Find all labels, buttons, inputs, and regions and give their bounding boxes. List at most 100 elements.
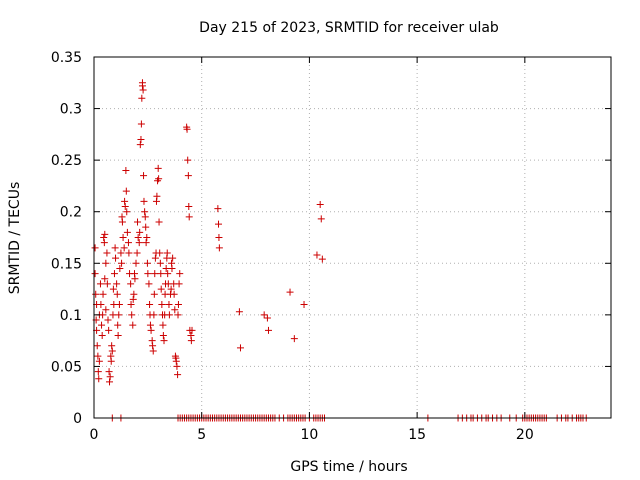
data-point [103,249,111,257]
data-point [114,321,122,329]
data-point [112,254,120,262]
data-point [158,301,166,309]
data-point [138,94,146,102]
data-point [130,290,138,298]
data-point [121,197,129,205]
data-point [313,251,321,259]
data-point [108,342,116,350]
data-point [106,373,114,381]
data-point [98,321,106,329]
data-points [91,79,590,422]
data-point [91,270,99,278]
data-point [134,218,142,226]
data-point [94,368,102,376]
data-point [173,362,181,370]
data-point [169,254,177,262]
data-point [91,244,99,252]
data-point [167,285,175,293]
data-point [95,357,103,365]
data-point [118,218,126,226]
data-point [138,79,146,87]
data-point [95,375,103,383]
data-point [235,308,243,316]
data-point [146,301,154,309]
data-point [185,203,193,211]
data-point [92,290,100,298]
data-point [184,172,192,180]
data-point [114,331,122,339]
data-point [151,270,159,278]
data-point [159,321,167,329]
data-point [137,136,145,144]
data-point [120,244,128,252]
data-point [133,249,141,257]
data-point [109,285,117,293]
data-point [96,280,104,288]
data-point [141,213,149,221]
data-point [101,275,109,283]
data-point [97,301,105,309]
data-point [98,331,106,339]
data-point [121,203,129,211]
y-tick-label: 0 [73,411,82,427]
data-point [183,125,191,133]
data-point [176,270,184,278]
data-point [113,290,121,298]
data-point [155,218,163,226]
data-point [142,239,150,247]
data-point [236,344,244,352]
data-point [100,239,108,247]
data-point [124,239,132,247]
x-tick-label: 15 [408,427,426,443]
data-point [136,141,144,149]
data-point [94,352,102,360]
data-point [153,192,161,200]
data-point [141,208,149,216]
data-point [317,215,325,223]
data-point [214,205,222,213]
axis-ticks [93,56,611,419]
x-tick-label: 10 [301,427,319,443]
data-point [106,378,114,386]
data-point [129,321,137,329]
data-point [122,166,130,174]
data-point [260,311,268,319]
data-point [156,249,164,257]
data-point [105,368,113,376]
data-point [215,234,223,241]
y-tick-label: 0.35 [51,50,82,66]
data-point [215,220,223,228]
data-point [187,337,195,345]
data-point [300,301,308,309]
y-axis-label: SRMTID / TECUs [7,182,23,295]
data-point [128,311,136,319]
data-point [117,249,125,257]
data-point [290,335,298,343]
data-point [144,270,152,278]
data-point [142,223,150,231]
data-point [318,255,326,263]
data-point [122,187,130,195]
data-point [146,321,154,329]
data-point [127,280,135,288]
data-point [105,326,113,334]
data-point [119,234,127,241]
data-point [184,156,192,164]
data-point [135,239,143,247]
data-point [159,331,167,339]
data-point [188,326,196,334]
data-point [139,86,147,94]
data-point [111,244,119,252]
data-point [264,326,272,334]
data-point [151,254,159,262]
data-point [174,371,182,379]
data-point [145,280,153,288]
data-point [155,175,163,183]
data-point [125,249,133,257]
data-point [149,342,157,350]
y-tick-label: 0.1 [60,308,82,324]
data-point [150,311,158,319]
data-point [175,280,183,288]
data-point [131,275,139,283]
data-point [157,285,165,293]
